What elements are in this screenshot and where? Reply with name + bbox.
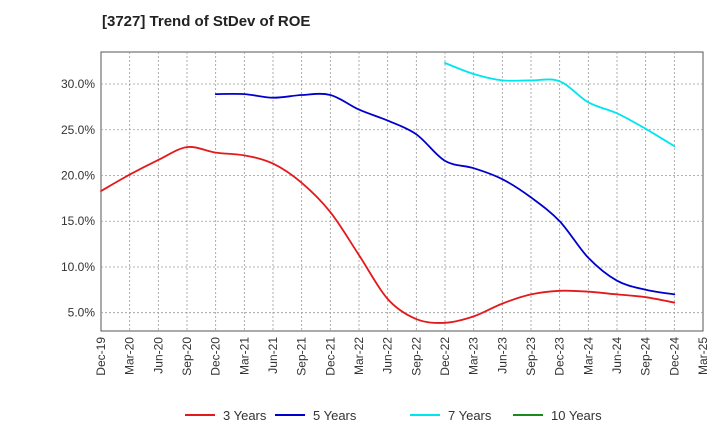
x-tick-label: Mar-20 <box>123 337 137 375</box>
x-tick-label: Mar-22 <box>352 337 366 375</box>
x-tick-label: Sep-20 <box>180 337 194 376</box>
x-tick-label: Mar-23 <box>467 337 481 375</box>
y-tick-label: 5.0% <box>68 306 96 320</box>
x-tick-label: Jun-22 <box>381 337 395 374</box>
x-tick-label: Dec-21 <box>323 337 337 376</box>
x-tick-label: Jun-24 <box>610 337 624 374</box>
y-tick-label: 20.0% <box>61 168 95 182</box>
x-tick-label: Dec-20 <box>209 337 223 376</box>
legend-label-5-years: 5 Years <box>313 408 357 423</box>
x-tick-label: Jun-23 <box>495 337 509 374</box>
x-tick-label: Dec-24 <box>667 337 681 376</box>
chart-title: [3727] Trend of StDev of ROE <box>102 13 311 30</box>
x-tick-label: Jun-20 <box>151 337 165 374</box>
series-line-5-years <box>214 92 676 296</box>
x-tick-label: Sep-22 <box>409 337 423 376</box>
series-line-7-years <box>444 62 676 148</box>
series-line-3-years <box>100 146 676 324</box>
x-tick-label: Mar-24 <box>581 337 595 375</box>
legend-label-10-years: 10 Years <box>551 408 602 423</box>
x-tick-label: Sep-24 <box>639 337 653 376</box>
x-tick-label: Sep-21 <box>295 337 309 376</box>
plot-area <box>100 51 704 332</box>
x-tick-label: Jun-21 <box>266 337 280 374</box>
y-tick-label: 25.0% <box>61 123 95 137</box>
legend-label-3-years: 3 Years <box>223 408 267 423</box>
x-tick-label: Mar-25 <box>696 337 710 375</box>
legend-label-7-years: 7 Years <box>448 408 492 423</box>
x-tick-label: Dec-19 <box>94 337 108 376</box>
x-tick-label: Sep-23 <box>524 337 538 376</box>
x-tick-label: Dec-23 <box>553 337 567 376</box>
y-tick-label: 15.0% <box>61 214 95 228</box>
x-tick-label: Dec-22 <box>438 337 452 376</box>
y-tick-label: 30.0% <box>61 77 95 91</box>
y-tick-label: 10.0% <box>61 260 95 274</box>
x-tick-label: Mar-21 <box>237 337 251 375</box>
